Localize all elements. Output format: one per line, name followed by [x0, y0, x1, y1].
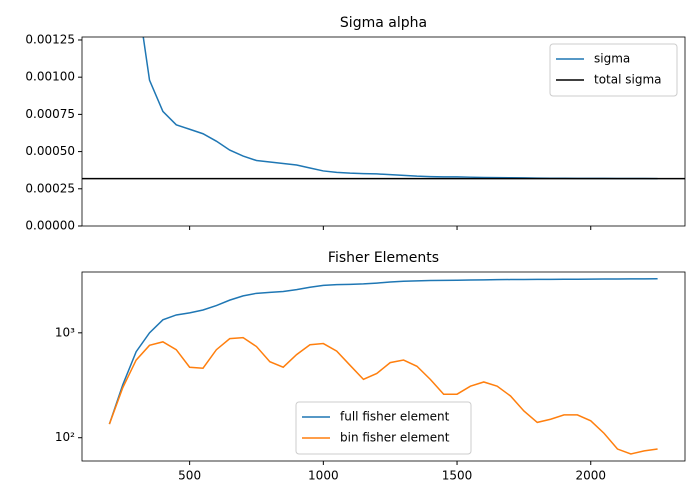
- x-tick-label: 500: [178, 469, 201, 483]
- data-line: [108, 277, 658, 425]
- data-line: [108, 336, 658, 455]
- legend-label: total sigma: [594, 73, 662, 87]
- y-tick-label: 0.00075: [25, 107, 75, 121]
- x-tick-label: 1000: [308, 469, 339, 483]
- x-tick-label: 1500: [442, 469, 473, 483]
- plot-area: [82, 37, 685, 180]
- legend-label: full fisher element: [340, 410, 450, 424]
- legend-box: [295, 401, 472, 455]
- y-tick-label: 0.00125: [25, 32, 75, 46]
- legend-label: bin fisher element: [340, 431, 450, 445]
- y-tick-label: 10²: [55, 430, 75, 444]
- y-tick-label: 0.00025: [25, 181, 75, 195]
- y-tick-label: 0.00100: [25, 70, 75, 84]
- y-tick-label: 10³: [55, 325, 75, 339]
- plot-area: [108, 277, 658, 455]
- legend-box: [549, 43, 678, 97]
- axes-frame: [81, 36, 686, 227]
- y-tick-label: 0.00050: [25, 144, 75, 158]
- y-tick-label: 0.00000: [25, 219, 75, 233]
- chart-title: Sigma alpha: [340, 15, 427, 31]
- x-tick-label: 2000: [575, 469, 606, 483]
- axes-frame: [81, 271, 686, 462]
- legend-label: sigma: [594, 52, 630, 66]
- chart-title: Fisher Elements: [328, 250, 439, 266]
